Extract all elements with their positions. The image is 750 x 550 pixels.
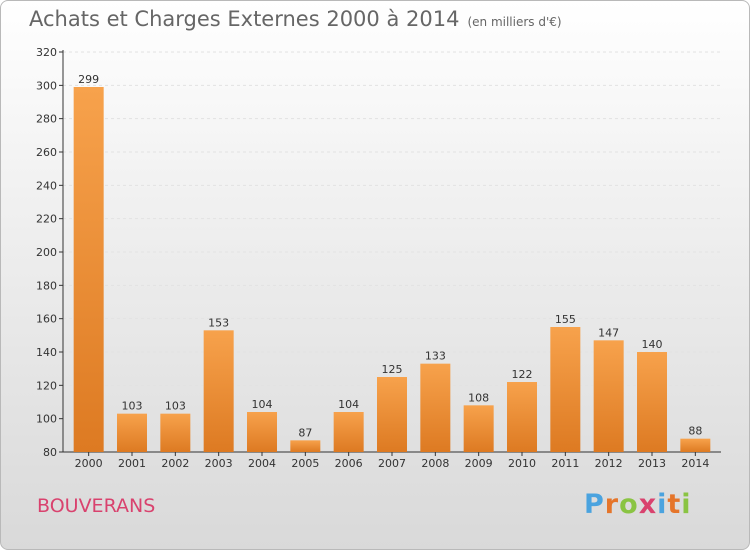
chart-subtitle: (en milliers d'€): [467, 15, 562, 29]
bar-value-label: 299: [78, 73, 99, 86]
x-tick-label: 2001: [118, 457, 146, 470]
bar: [593, 340, 624, 452]
bar-value-label: 147: [598, 326, 619, 339]
bar: [117, 413, 147, 452]
bar: [637, 352, 667, 452]
x-tick-label: 2014: [681, 457, 709, 470]
x-tick-label: 2004: [248, 457, 276, 470]
y-tick-label: 320: [36, 46, 57, 59]
bar: [550, 327, 581, 452]
bar-value-label: 103: [122, 400, 143, 413]
bar: [463, 405, 494, 452]
x-tick-label: 2009: [465, 457, 493, 470]
y-tick-label: 200: [36, 246, 57, 259]
logo-letter: P: [584, 489, 605, 520]
x-tick-label: 2007: [378, 457, 406, 470]
logo-letter: r: [604, 489, 620, 520]
bar-value-label: 104: [338, 398, 359, 411]
x-tick-label: 2002: [161, 457, 189, 470]
bar-value-label: 125: [382, 363, 403, 376]
x-tick-label: 2008: [421, 457, 449, 470]
logo-letter: i: [681, 489, 692, 520]
x-tick-label: 2000: [75, 457, 103, 470]
bar: [377, 377, 407, 452]
bar-value-label: 108: [468, 391, 489, 404]
y-tick-label: 260: [36, 146, 57, 159]
chart-title-text: Achats et Charges Externes 2000 à 2014: [29, 7, 460, 31]
y-tick-label: 180: [36, 279, 57, 292]
bar-value-label: 103: [165, 400, 186, 413]
bar: [680, 438, 711, 452]
x-tick-label: 2006: [335, 457, 363, 470]
bar-value-label: 88: [688, 425, 702, 438]
bar: [160, 413, 191, 452]
bar: [247, 412, 277, 452]
bar-value-label: 133: [425, 350, 446, 363]
logo-letter: t: [667, 489, 682, 520]
x-tick-label: 2010: [508, 457, 536, 470]
y-tick-label: 80: [43, 446, 57, 459]
y-tick-label: 300: [36, 79, 57, 92]
bar: [333, 412, 364, 452]
y-tick-label: 220: [36, 213, 57, 226]
x-tick-label: 2005: [291, 457, 319, 470]
logo-letter: x: [638, 489, 658, 520]
y-tick-label: 100: [36, 413, 57, 426]
x-tick-label: 2012: [595, 457, 623, 470]
bar: [420, 363, 451, 452]
logo-letter: i: [657, 489, 668, 520]
bar: [203, 330, 234, 452]
bar-value-label: 155: [555, 313, 576, 326]
bar-value-label: 122: [512, 368, 533, 381]
bar-value-label: 104: [252, 398, 273, 411]
y-tick-label: 280: [36, 113, 57, 126]
bar: [73, 87, 104, 452]
y-tick-label: 120: [36, 379, 57, 392]
commune-name: BOUVERANS: [37, 495, 156, 517]
logo-letter: o: [619, 489, 639, 520]
y-tick-label: 160: [36, 313, 57, 326]
x-tick-label: 2013: [638, 457, 666, 470]
bar-value-label: 140: [642, 338, 663, 351]
y-tick-label: 140: [36, 346, 57, 359]
bar-value-label: 87: [298, 426, 312, 439]
x-tick-label: 2003: [205, 457, 233, 470]
bar-value-label: 153: [208, 316, 229, 329]
chart-title: Achats et Charges Externes 2000 à 2014 (e…: [29, 7, 562, 31]
y-tick-label: 240: [36, 179, 57, 192]
x-tick-label: 2011: [551, 457, 579, 470]
proxiti-logo[interactable]: Proxiti: [584, 489, 692, 520]
bar: [290, 440, 321, 452]
bar: [507, 382, 537, 452]
